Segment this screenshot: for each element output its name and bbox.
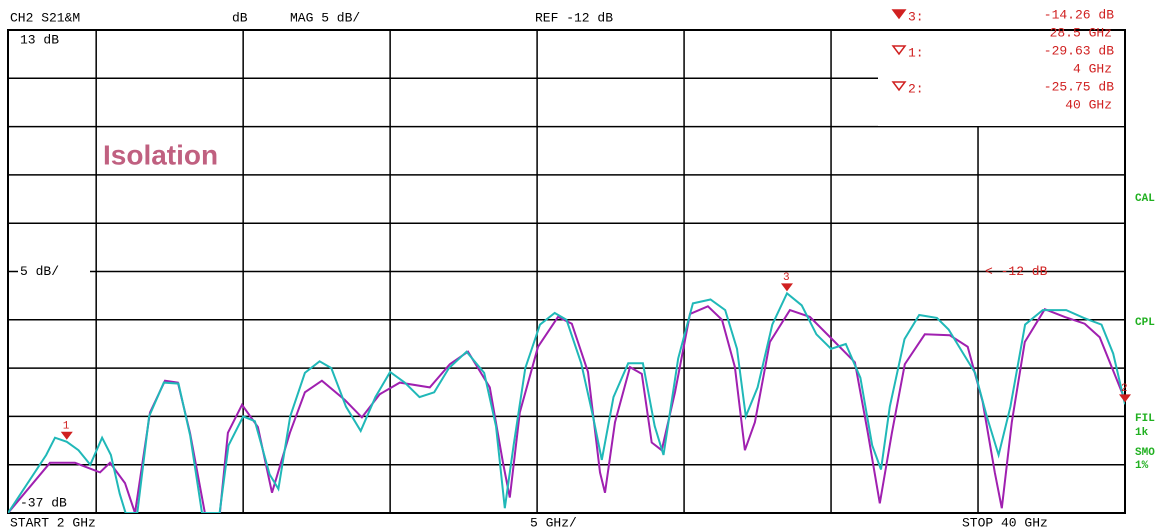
annotation: Isolation bbox=[103, 139, 218, 170]
trace bbox=[8, 305, 1125, 513]
channel-title: CH2 S21&M bbox=[10, 10, 80, 25]
marker-id: 2 bbox=[1121, 383, 1128, 395]
marker-freq: 4 GHz bbox=[1073, 61, 1112, 76]
marker-freq: 40 GHz bbox=[1065, 97, 1112, 112]
side-label: 1% bbox=[1135, 460, 1149, 472]
marker-icon bbox=[891, 9, 907, 20]
marker-value: -25.75 dB bbox=[1044, 79, 1114, 94]
label-bg bbox=[18, 495, 90, 511]
marker-list-id: 3: bbox=[908, 9, 924, 24]
marker bbox=[1119, 394, 1131, 403]
side-label: SMO bbox=[1135, 447, 1155, 459]
format: dB bbox=[232, 10, 248, 25]
marker-value: -14.26 dB bbox=[1044, 7, 1114, 22]
scale-text: 5 dB/ bbox=[20, 264, 59, 279]
marker-icon bbox=[891, 81, 907, 92]
start-label: START 2 GHz bbox=[10, 515, 96, 530]
scale: MAG 5 dB/ bbox=[290, 10, 360, 25]
marker-list-id: 1: bbox=[908, 45, 924, 60]
side-label: CPL bbox=[1135, 317, 1155, 329]
marker-id: 3 bbox=[783, 272, 790, 284]
label-bg bbox=[18, 263, 90, 280]
marker bbox=[60, 431, 73, 440]
scale-text: 13 dB bbox=[20, 32, 59, 47]
marker-list-id: 2: bbox=[908, 81, 924, 96]
scale-text: -37 dB bbox=[20, 495, 67, 510]
marker bbox=[780, 283, 793, 292]
trace bbox=[8, 291, 1125, 513]
marker-panel bbox=[878, 31, 1124, 126]
reference: REF -12 dB bbox=[535, 10, 613, 25]
side-label: CAL bbox=[1135, 193, 1155, 205]
marker-freq: 28.5 GHz bbox=[1050, 25, 1112, 40]
stop-label: STOP 40 GHz bbox=[962, 515, 1048, 530]
marker-id: 1 bbox=[63, 421, 70, 433]
side-label: 1k bbox=[1135, 427, 1149, 439]
marker-value: -29.63 dB bbox=[1044, 43, 1114, 58]
span-label: 5 GHz/ bbox=[530, 515, 577, 530]
side-label: FIL bbox=[1135, 413, 1155, 425]
label-bg bbox=[18, 32, 90, 48]
ref-marker: < -12 dB bbox=[985, 264, 1048, 279]
traces bbox=[8, 291, 1125, 513]
marker-icon bbox=[891, 45, 907, 56]
